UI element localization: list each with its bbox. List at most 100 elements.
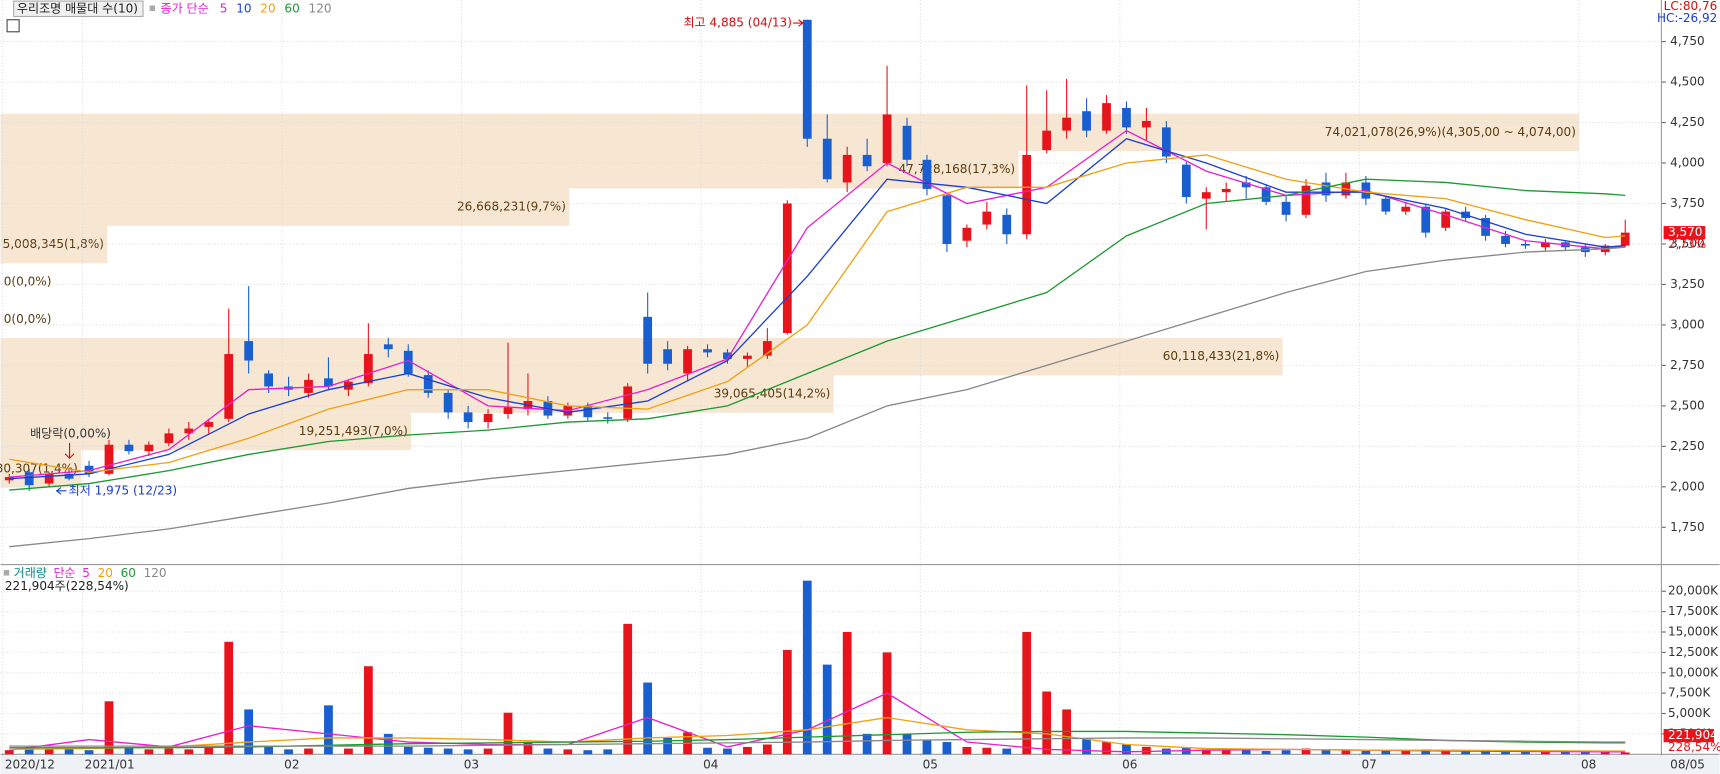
moving-average-line <box>9 138 1626 480</box>
volume-bar <box>344 748 353 755</box>
volume-bar <box>1102 742 1111 755</box>
volume-bar <box>1281 750 1291 755</box>
volume-bar <box>423 747 433 755</box>
volume-bar <box>1261 751 1271 755</box>
y-tick-label: 3,000 <box>1670 317 1705 331</box>
volume-bar <box>84 750 94 755</box>
candle-body <box>882 114 892 164</box>
price-tag-label: 3,570 <box>1668 225 1703 239</box>
candle-body <box>802 19 812 139</box>
volume-bar <box>64 748 74 755</box>
volume-profile-label: 39,065,405(14,2%) <box>714 387 831 401</box>
candle-body <box>1102 103 1111 131</box>
volume-bar <box>782 649 792 755</box>
candle-body <box>703 349 712 353</box>
y-tick-label: 2,500 <box>1670 398 1705 412</box>
high-annotation: 최고 4,885 (04/13) <box>683 16 791 30</box>
candle-body <box>84 465 94 474</box>
volume-bar <box>1341 749 1351 755</box>
moving-average-line <box>9 716 1626 752</box>
candle-body <box>1620 232 1630 246</box>
volume-bar <box>1082 737 1091 755</box>
candle-body <box>623 386 633 419</box>
volume-bar <box>1521 751 1530 755</box>
lc-label: LC:80,76 <box>1664 0 1718 13</box>
legend-marker <box>149 5 156 11</box>
candle-body <box>922 159 932 189</box>
y-tick-label: 4,250 <box>1670 115 1705 129</box>
change-label: 2,73% <box>1668 237 1706 251</box>
volume-bar <box>264 746 273 755</box>
x-axis-band <box>0 755 1720 774</box>
volume-bar <box>523 742 533 755</box>
volume-bar <box>463 749 473 755</box>
volume-bar <box>104 701 114 755</box>
legend-entry: 10 <box>236 1 251 15</box>
volume-bar <box>822 664 832 755</box>
y-tick-label: 7,500K <box>1668 686 1711 700</box>
candle-body <box>603 417 613 419</box>
y-tick-label: 2,750 <box>1670 358 1705 372</box>
candle-body <box>403 350 413 374</box>
candle-body <box>663 349 673 364</box>
moving-average-line <box>9 178 1626 491</box>
price-tag <box>1663 226 1706 240</box>
volume-bar <box>1142 746 1151 755</box>
volume-bar <box>164 748 174 755</box>
candle-body <box>324 378 333 387</box>
candle-body <box>782 203 792 334</box>
volume-bar <box>1620 752 1630 755</box>
volume-bar <box>124 747 134 755</box>
moving-average-line <box>9 154 1626 473</box>
volume-bar <box>623 623 633 755</box>
volume-bar <box>1560 751 1570 755</box>
candle-body <box>762 341 772 356</box>
y-tick-label: 5,000K <box>1668 706 1711 720</box>
x-tick-label: 04 <box>703 758 718 772</box>
candle-body <box>124 444 134 452</box>
volume-bar <box>543 748 553 755</box>
header-title: 우리조명 매물대 수(10) <box>17 1 138 15</box>
candle-body <box>1201 192 1211 199</box>
volume-bar <box>762 744 772 755</box>
candle-body <box>363 354 373 384</box>
x-tick-label: 08 <box>1581 758 1596 772</box>
high-arrow <box>793 19 804 27</box>
moving-average-line <box>9 246 1626 548</box>
volume-ma-label: 단순 <box>53 566 75 580</box>
volume-profile-label: 0(0,0%) <box>4 312 52 326</box>
volume-summary: 221,904주(228,54%) <box>5 579 129 593</box>
volume-bar <box>1241 749 1251 755</box>
volume-profile-band <box>0 113 1580 152</box>
candle-body <box>683 349 692 374</box>
volume-bar <box>483 748 493 755</box>
candle-body <box>1421 206 1431 233</box>
candle-body <box>583 405 593 418</box>
volume-bar <box>443 748 453 755</box>
volume-bar <box>304 748 313 755</box>
moving-average-line <box>9 737 1626 747</box>
legend-entry: 20 <box>260 1 275 15</box>
volume-bar <box>1580 751 1590 755</box>
volume-bar <box>942 742 952 755</box>
volume-bar <box>1301 748 1311 755</box>
y-tick-label: 3,500 <box>1670 236 1705 250</box>
candle-body <box>1042 130 1052 151</box>
y-tick-label: 2,250 <box>1670 439 1705 453</box>
volume-profile-band <box>0 188 570 226</box>
candle-body <box>743 355 752 359</box>
volume-profile-band <box>0 338 1283 376</box>
candle-body <box>304 379 313 393</box>
candle-body <box>483 413 493 423</box>
candle-body <box>1321 182 1331 196</box>
volume-profile-label: 19,251,493(7,0%) <box>299 424 408 438</box>
low-annotation: 최저 1,975 (12/23) <box>69 483 177 497</box>
volume-bar <box>363 666 373 755</box>
candle-body <box>64 473 74 479</box>
x-tick-label: 2020/12 <box>5 758 55 772</box>
volume-profile-label: 74,021,078(26,9%)(4,305,00 ~ 4,074,00) <box>1325 125 1576 139</box>
candle-body <box>1541 242 1550 248</box>
volume-bar <box>1441 750 1451 755</box>
candle-body <box>44 473 54 484</box>
candle-body <box>1481 218 1490 236</box>
